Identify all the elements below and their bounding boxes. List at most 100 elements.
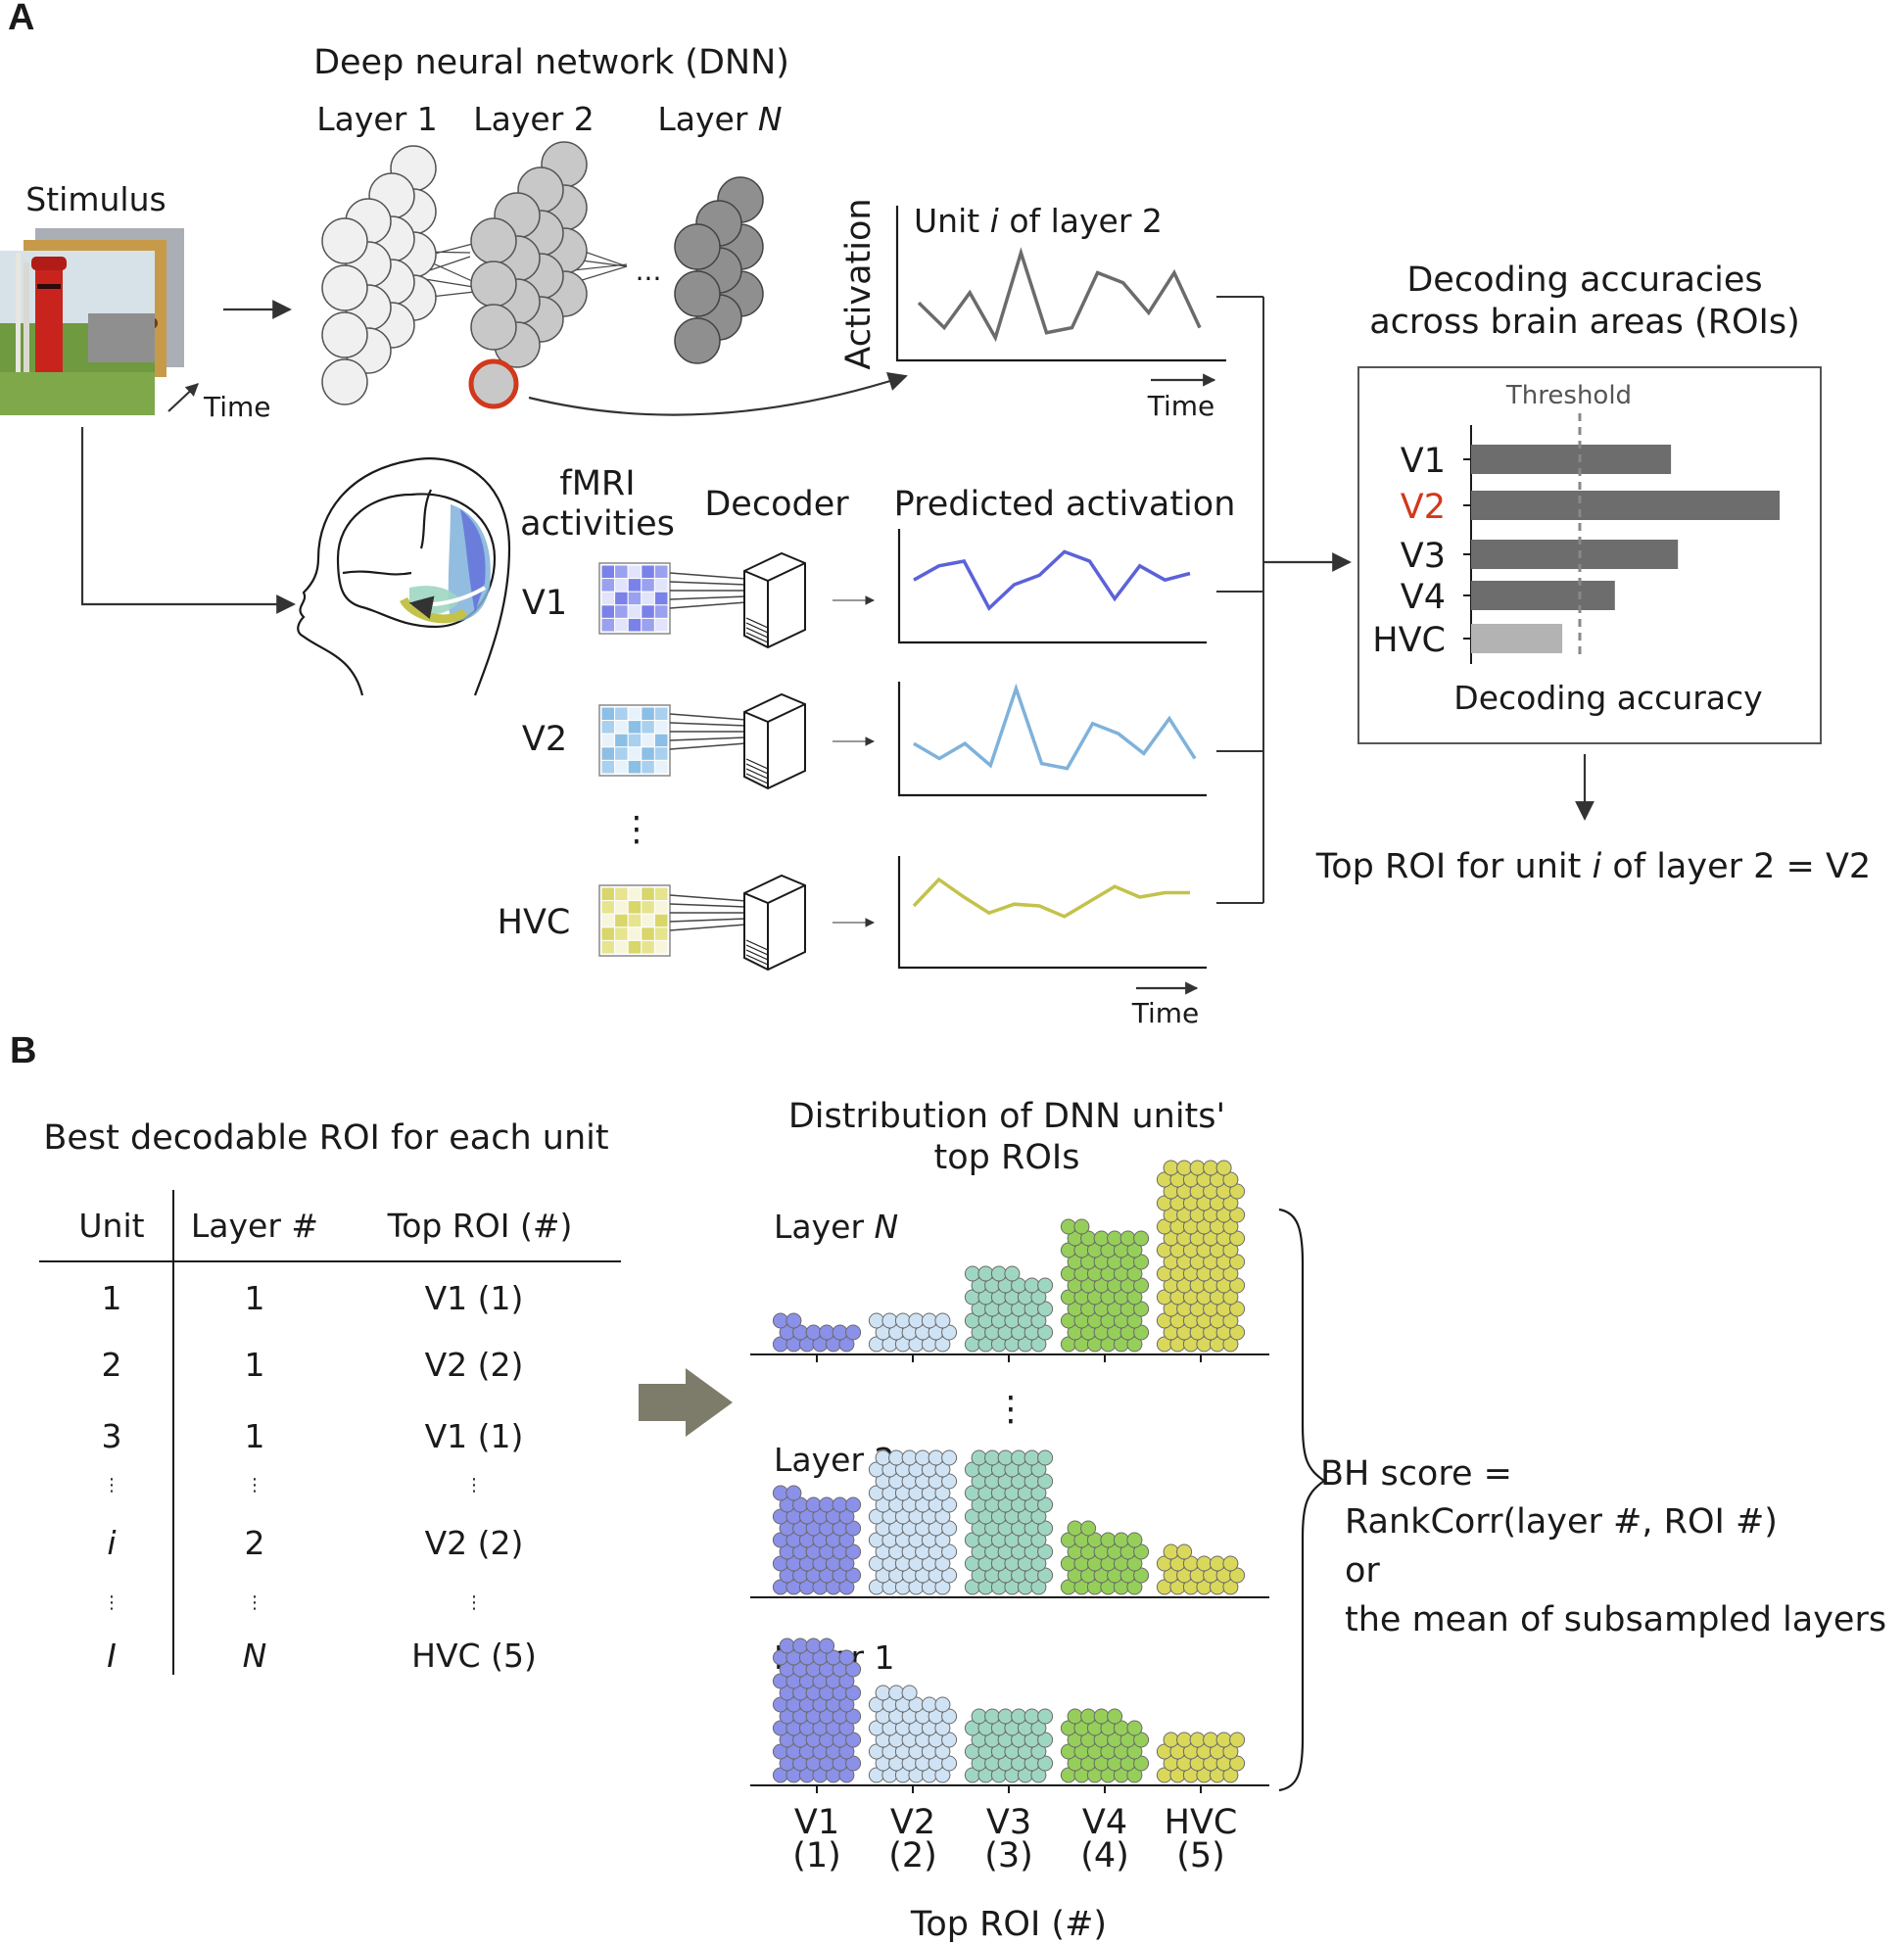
- table-cell-3-0: ⋮: [103, 1475, 120, 1495]
- dot-0-0: [805, 1324, 822, 1341]
- dot-2-0: [838, 1767, 855, 1783]
- dot-2-4: [1229, 1732, 1246, 1748]
- dot-0-4: [1176, 1160, 1193, 1176]
- dot-1-1: [934, 1508, 951, 1525]
- dot-0-0: [819, 1324, 835, 1341]
- dot-0-2: [977, 1265, 994, 1282]
- table-body: 1 1 V1 (1) 2 1 V2 (2) 3 1 V1 (1) ⋮ ⋮ ⋮ i 2 V2 (2) ⋮ ⋮ ⋮ I N…: [102, 1279, 537, 1675]
- dot-1-2: [1037, 1543, 1054, 1560]
- dot-1-0: [819, 1496, 835, 1513]
- dot-1-3: [1126, 1532, 1143, 1548]
- dot-2-2: [1037, 1755, 1054, 1772]
- dot-1-4: [1222, 1579, 1239, 1595]
- dot-2-2: [1023, 1708, 1040, 1725]
- dot-2-0: [845, 1732, 862, 1748]
- dot-1-1: [941, 1567, 958, 1584]
- dot-0-4: [1229, 1230, 1246, 1247]
- stimulus-time-arrow: [167, 383, 199, 412]
- dot-2-3: [1133, 1732, 1150, 1748]
- dot-0-3: [1060, 1218, 1076, 1235]
- dot-0-1: [908, 1312, 925, 1329]
- dnn-layerN: [674, 176, 764, 364]
- dist-xtick-labels: V1(1) V2(2) V3(3) V4(4) HVC(5): [792, 1803, 1237, 1875]
- dot-0-4: [1222, 1195, 1239, 1211]
- dot-1-2: [1030, 1532, 1047, 1548]
- decoding-bar-hvc: [1471, 624, 1563, 653]
- dot-0-1: [921, 1312, 937, 1329]
- dist-layer-N-label: Layer N: [774, 1208, 898, 1246]
- bh-line2: RankCorr(layer #, ROI #): [1345, 1502, 1778, 1542]
- dot-2-2: [1037, 1708, 1054, 1725]
- dot-2-0: [792, 1637, 809, 1654]
- dot-1-4: [1209, 1555, 1225, 1572]
- bh-line4: the mean of subsampled layers: [1345, 1600, 1886, 1639]
- decoding-axis-label: Decoding accuracy: [1453, 679, 1762, 717]
- dot-1-0: [838, 1508, 855, 1525]
- xtick-num-3: (4): [1080, 1836, 1129, 1875]
- dot-1-0: [838, 1532, 855, 1548]
- dot-1-1: [888, 1449, 905, 1466]
- decoder-label: Decoder: [704, 485, 849, 524]
- dot-0-4: [1222, 1336, 1239, 1353]
- dot-1-3: [1067, 1520, 1083, 1537]
- dot-1-1: [934, 1532, 951, 1548]
- dot-0-3: [1126, 1242, 1143, 1258]
- dot-2-2: [1030, 1743, 1047, 1760]
- activation-axes: [895, 206, 1226, 362]
- dot-0-3: [1073, 1218, 1090, 1235]
- dot-0-4: [1215, 1160, 1232, 1176]
- dot-2-1: [888, 1685, 905, 1701]
- xtick-num-0: (1): [792, 1836, 841, 1875]
- dot-0-3: [1133, 1301, 1150, 1317]
- dot-1-2: [1030, 1461, 1047, 1478]
- dot-0-3: [1133, 1230, 1150, 1247]
- dot-0-3: [1126, 1312, 1143, 1329]
- decoding-bar-v2: [1471, 491, 1780, 520]
- table-cell-0-1: 1: [245, 1279, 265, 1317]
- dot-0-4: [1229, 1277, 1246, 1294]
- decoding-bar-label-v2: V2: [1401, 488, 1446, 527]
- decoding-bar-v3: [1471, 540, 1679, 569]
- dot-0-3: [1133, 1254, 1150, 1270]
- dot-1-3: [1126, 1555, 1143, 1572]
- dot-2-1: [901, 1685, 918, 1701]
- table-cell-3-1: ⋮: [246, 1475, 263, 1495]
- table-cell-4-2: V2 (2): [425, 1524, 524, 1562]
- decoding-bar-v1: [1471, 445, 1672, 474]
- layer2-label: Layer 2: [473, 100, 595, 138]
- dot-1-2: [1011, 1449, 1027, 1466]
- dist-ticks: [816, 1354, 1202, 1793]
- dot-0-4: [1189, 1160, 1206, 1176]
- dot-0-4: [1163, 1160, 1179, 1176]
- table-cell-3-2: ⋮: [465, 1475, 483, 1495]
- dot-1-2: [997, 1449, 1014, 1466]
- dot-2-0: [838, 1649, 855, 1666]
- roi-label-v1: V1: [522, 584, 567, 623]
- dot-1-3: [1100, 1532, 1117, 1548]
- dot-0-3: [1107, 1230, 1123, 1247]
- dot-1-1: [934, 1579, 951, 1595]
- dot-2-3: [1067, 1708, 1083, 1725]
- highlighted-unit: [468, 358, 519, 409]
- table-cell-6-0: I: [107, 1637, 117, 1675]
- pred-line-v1: [913, 549, 1191, 611]
- dot-1-1: [928, 1449, 944, 1466]
- fmri-label-line1: fMRI: [559, 464, 635, 503]
- dot-2-2: [971, 1708, 987, 1725]
- dot-2-3: [1126, 1743, 1143, 1760]
- roi-vdots: ⋮: [620, 810, 654, 849]
- table-title: Best decodable ROI for each unit: [43, 1118, 608, 1158]
- dot-1-0: [845, 1496, 862, 1513]
- dot-0-2: [1037, 1324, 1054, 1341]
- decoding-title-1: Decoding accuracies: [1406, 261, 1762, 300]
- dist-title-2: top ROIs: [934, 1138, 1080, 1177]
- dot-0-2: [1004, 1265, 1021, 1282]
- dot-0-3: [1126, 1265, 1143, 1282]
- dot-1-0: [785, 1485, 802, 1501]
- xtick-roi-4: HVC: [1165, 1803, 1238, 1842]
- activation-line: [917, 247, 1202, 343]
- dot-2-1: [934, 1696, 951, 1713]
- dot-2-4: [1215, 1732, 1232, 1748]
- dot-0-1: [934, 1336, 951, 1353]
- dot-2-1: [921, 1696, 937, 1713]
